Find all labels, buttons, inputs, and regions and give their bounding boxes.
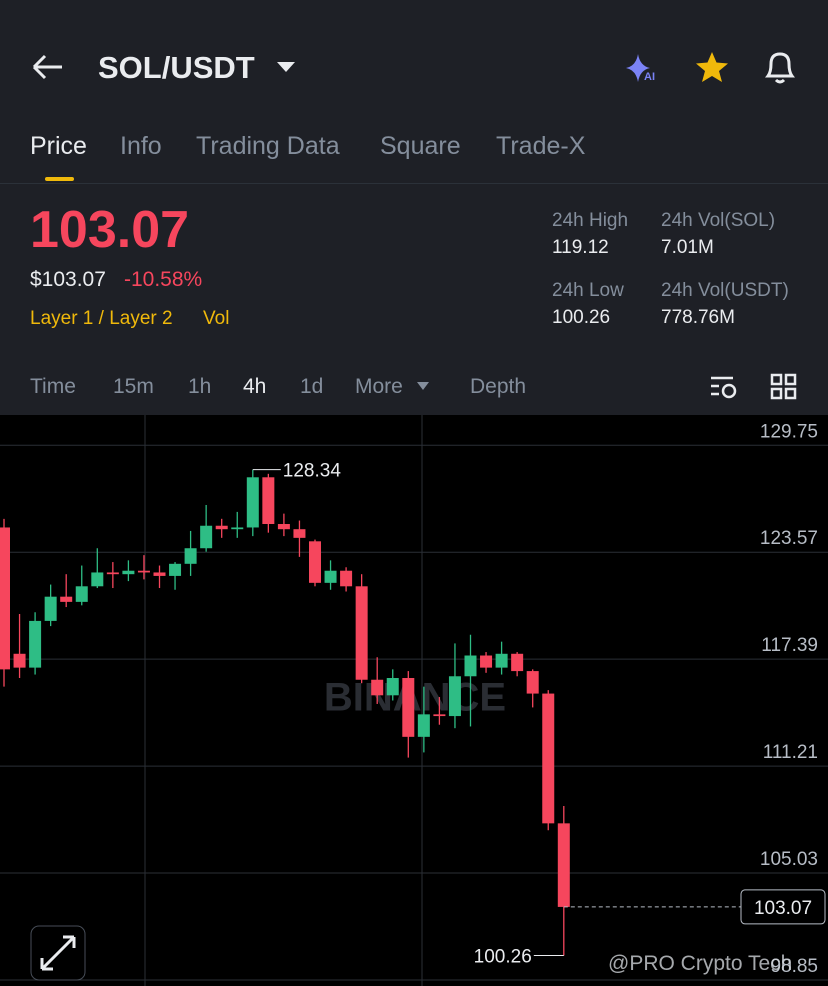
candle-body bbox=[13, 653, 26, 668]
y-tick-label: 111.21 bbox=[763, 742, 818, 763]
tab[interactable]: Trade-X bbox=[496, 132, 586, 160]
candle-body bbox=[184, 548, 197, 564]
last-price-label: 103.07 bbox=[754, 898, 812, 919]
candle-body bbox=[91, 572, 104, 587]
y-tick-label: 117.39 bbox=[761, 635, 818, 656]
tab[interactable]: Trading Data bbox=[196, 132, 340, 160]
y-tick-label: 129.75 bbox=[760, 421, 818, 442]
candle-body bbox=[526, 671, 539, 694]
tag-vol[interactable]: Vol bbox=[203, 308, 230, 329]
stat-value: 119.12 bbox=[552, 237, 609, 258]
usd-price: $103.07 bbox=[30, 268, 106, 291]
stat-label: 24h High bbox=[552, 210, 629, 231]
ai-icon[interactable]: AI bbox=[624, 50, 664, 86]
candle-body bbox=[371, 679, 384, 696]
fullscreen-button[interactable] bbox=[30, 925, 86, 981]
candle-body bbox=[511, 653, 524, 672]
last-price: 103.07 bbox=[30, 201, 190, 259]
pair-title[interactable]: SOL/USDT bbox=[98, 50, 255, 85]
stat-value: 7.01M bbox=[661, 237, 714, 258]
interval[interactable]: 1h bbox=[188, 375, 212, 398]
candle-body bbox=[153, 572, 166, 576]
candle-body bbox=[60, 596, 73, 602]
candle-body bbox=[106, 572, 119, 575]
tab[interactable]: Info bbox=[120, 132, 162, 160]
candle-body bbox=[340, 570, 353, 587]
candle-body bbox=[324, 570, 337, 583]
candle-body bbox=[122, 570, 135, 575]
candle-body bbox=[29, 620, 42, 668]
candle-body bbox=[480, 655, 493, 668]
candle-body bbox=[448, 676, 461, 717]
candle-body bbox=[309, 541, 321, 583]
interval[interactable]: 4h bbox=[243, 375, 267, 398]
last-price-tag bbox=[740, 889, 826, 925]
stat-label: 24h Low bbox=[552, 280, 624, 301]
price-change: -10.58% bbox=[124, 268, 203, 291]
ai-badge: AI bbox=[644, 71, 655, 83]
favorite-star[interactable] bbox=[694, 50, 730, 84]
tag-layer[interactable]: Layer 1 / Layer 2 bbox=[30, 308, 173, 329]
layout-grid[interactable] bbox=[770, 373, 798, 401]
candle-body bbox=[262, 477, 275, 525]
candle-body bbox=[557, 823, 570, 907]
back-button[interactable] bbox=[30, 52, 66, 82]
interval[interactable]: 1d bbox=[300, 375, 324, 398]
candle-body bbox=[75, 586, 88, 602]
candle-body bbox=[417, 714, 430, 737]
candle-body bbox=[495, 653, 508, 668]
candle-body bbox=[386, 678, 399, 696]
candle-body bbox=[464, 655, 477, 677]
candle-body bbox=[137, 570, 150, 573]
indicator-settings[interactable] bbox=[709, 372, 739, 402]
more-dropdown[interactable] bbox=[416, 381, 430, 391]
candle-body bbox=[293, 529, 306, 538]
watermark: BINANCE bbox=[324, 676, 506, 720]
y-tick-label: 98.85 bbox=[770, 956, 818, 977]
interval[interactable]: More bbox=[355, 375, 403, 398]
candle-body bbox=[0, 527, 10, 670]
candle-body bbox=[200, 525, 213, 549]
candle-body bbox=[402, 678, 415, 737]
candlestick-chart: BINANCE 129.75 123.57 117.39 111.21 105.03 98… bbox=[0, 415, 828, 986]
candle-body bbox=[231, 527, 244, 530]
stat-value: 778.76M bbox=[661, 307, 735, 328]
y-tick-label: 105.03 bbox=[760, 849, 818, 870]
interval[interactable]: Depth bbox=[470, 375, 527, 398]
tab-underline bbox=[45, 177, 74, 181]
interval[interactable]: Time bbox=[30, 375, 76, 398]
y-tick-label: 123.57 bbox=[760, 528, 818, 549]
candle-body bbox=[433, 714, 446, 717]
tab[interactable]: Square bbox=[380, 132, 461, 160]
max-label: 128.34 bbox=[283, 461, 342, 482]
min-label: 100.26 bbox=[474, 947, 532, 968]
candle-body bbox=[169, 563, 182, 576]
stat-label: 24h Vol(SOL) bbox=[661, 210, 776, 231]
stat-label: 24h Vol(USDT) bbox=[661, 280, 789, 301]
candle-body bbox=[246, 477, 259, 528]
candle-body bbox=[44, 596, 57, 621]
interval[interactable]: 15m bbox=[113, 375, 154, 398]
candle-body bbox=[355, 586, 368, 680]
credit-watermark: @PRO Crypto Tech bbox=[608, 952, 792, 975]
candle-body bbox=[542, 693, 555, 824]
alert-bell[interactable] bbox=[762, 48, 798, 86]
stat-value: 100.26 bbox=[552, 307, 611, 328]
pair-dropdown[interactable] bbox=[276, 60, 296, 74]
candle-body bbox=[277, 524, 290, 530]
tab[interactable]: Price bbox=[30, 132, 87, 160]
divider bbox=[0, 183, 828, 184]
candle-body bbox=[215, 525, 228, 530]
